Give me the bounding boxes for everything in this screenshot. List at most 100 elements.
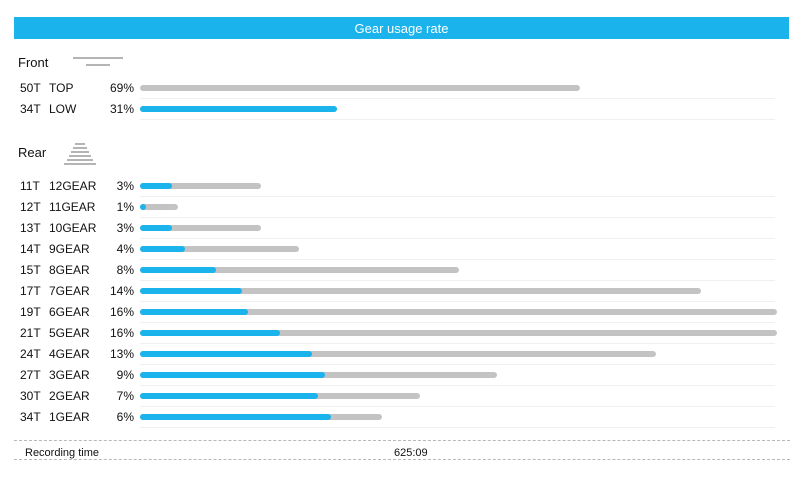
gear-name: 4GEAR bbox=[49, 347, 90, 361]
rear-gear-row: 24T 4GEAR 13% bbox=[0, 344, 800, 365]
gear-name: 10GEAR bbox=[49, 221, 97, 235]
usage-bar-track bbox=[140, 351, 656, 357]
gear-percentage: 69% bbox=[109, 81, 134, 95]
gear-percentage: 16% bbox=[109, 305, 134, 319]
gear-teeth: 27T bbox=[20, 368, 41, 382]
usage-bar-fill bbox=[140, 204, 146, 210]
row-separator bbox=[140, 301, 775, 302]
row-separator bbox=[140, 280, 775, 281]
gear-percentage: 6% bbox=[116, 410, 134, 424]
usage-bar-track bbox=[140, 204, 178, 210]
recording-time-value: 625:09 bbox=[394, 447, 428, 459]
usage-bar-fill bbox=[140, 246, 185, 252]
gear-name: 3GEAR bbox=[49, 368, 90, 382]
footer-top-divider bbox=[14, 440, 790, 441]
usage-bar-track bbox=[140, 225, 261, 231]
gear-percentage: 4% bbox=[116, 242, 134, 256]
usage-bar-fill bbox=[140, 267, 216, 273]
gear-teeth: 14T bbox=[20, 242, 41, 256]
gear-name: TOP bbox=[49, 81, 74, 95]
row-separator bbox=[140, 427, 775, 428]
gear-percentage: 9% bbox=[116, 368, 134, 382]
usage-bar-fill bbox=[140, 288, 242, 294]
usage-bar-fill bbox=[140, 225, 172, 231]
usage-bar-track bbox=[140, 246, 299, 252]
rear-gear-row: 27T 3GEAR 9% bbox=[0, 365, 800, 386]
usage-bar-fill bbox=[140, 309, 248, 315]
gear-percentage: 31% bbox=[109, 102, 134, 116]
gear-teeth: 17T bbox=[20, 284, 41, 298]
gear-teeth: 34T bbox=[20, 410, 41, 424]
gear-name: 11GEAR bbox=[49, 200, 96, 214]
rear-gear-row: 17T 7GEAR 14% bbox=[0, 281, 800, 302]
gear-teeth: 21T bbox=[20, 326, 41, 340]
rear-gear-row: 19T 6GEAR 16% bbox=[0, 302, 800, 323]
gear-percentage: 3% bbox=[116, 179, 134, 193]
title-bar: Gear usage rate bbox=[14, 17, 789, 39]
gear-name: 9GEAR bbox=[49, 242, 90, 256]
page-title: Gear usage rate bbox=[354, 20, 449, 36]
front-gear-row: 50T TOP 69% bbox=[0, 78, 800, 99]
rear-gear-row: 30T 2GEAR 7% bbox=[0, 386, 800, 407]
gear-name: 5GEAR bbox=[49, 326, 90, 340]
usage-bar-track bbox=[140, 183, 261, 189]
gear-teeth: 34T bbox=[20, 102, 41, 116]
gear-teeth: 15T bbox=[20, 263, 41, 277]
usage-bar-fill bbox=[140, 183, 172, 189]
gear-teeth: 19T bbox=[20, 305, 41, 319]
rear-gear-row: 12T 11GEAR 1% bbox=[0, 197, 800, 218]
gear-percentage: 16% bbox=[109, 326, 134, 340]
row-separator bbox=[140, 343, 775, 344]
gear-percentage: 14% bbox=[109, 284, 134, 298]
gear-percentage: 13% bbox=[109, 347, 134, 361]
row-separator bbox=[140, 217, 775, 218]
rear-gear-row: 13T 10GEAR 3% bbox=[0, 218, 800, 239]
usage-bar-fill bbox=[140, 351, 312, 357]
gear-name: 2GEAR bbox=[49, 389, 90, 403]
gear-percentage: 1% bbox=[116, 200, 134, 214]
row-separator bbox=[140, 98, 775, 99]
footer-bottom-divider bbox=[14, 459, 790, 460]
gear-teeth: 13T bbox=[20, 221, 41, 235]
row-separator bbox=[140, 259, 775, 260]
gear-teeth: 30T bbox=[20, 389, 41, 403]
front-section-label: Front bbox=[18, 55, 49, 70]
gear-name: 7GEAR bbox=[49, 284, 90, 298]
row-separator bbox=[140, 119, 775, 120]
usage-bar-track bbox=[140, 330, 777, 336]
gear-teeth: 24T bbox=[20, 347, 41, 361]
usage-bar-fill bbox=[140, 414, 331, 420]
rear-gear-row: 21T 5GEAR 16% bbox=[0, 323, 800, 344]
usage-bar-fill bbox=[140, 393, 318, 399]
usage-bar-track bbox=[140, 267, 459, 273]
recording-time-label: Recording time bbox=[25, 447, 99, 459]
usage-bar-fill bbox=[140, 106, 337, 112]
gear-teeth: 50T bbox=[20, 81, 41, 95]
gear-name: 1GEAR bbox=[49, 410, 90, 424]
usage-bar-fill bbox=[140, 372, 325, 378]
gear-percentage: 3% bbox=[116, 221, 134, 235]
gear-name: 12GEAR bbox=[49, 179, 97, 193]
gear-teeth: 12T bbox=[20, 200, 41, 214]
front-gear-row: 34T LOW 31% bbox=[0, 99, 800, 120]
gear-teeth: 11T bbox=[20, 179, 40, 193]
gear-name: 8GEAR bbox=[49, 263, 90, 277]
usage-bar-fill bbox=[140, 330, 280, 336]
usage-bar-track bbox=[140, 85, 580, 91]
gear-percentage: 7% bbox=[116, 389, 134, 403]
gear-name: LOW bbox=[49, 102, 77, 116]
row-separator bbox=[140, 322, 775, 323]
rear-gear-row: 14T 9GEAR 4% bbox=[0, 239, 800, 260]
row-separator bbox=[140, 406, 775, 407]
usage-bar-track bbox=[140, 288, 701, 294]
rear-section-label: Rear bbox=[18, 145, 47, 160]
usage-bar-track bbox=[140, 309, 777, 315]
row-separator bbox=[140, 238, 775, 239]
gear-name: 6GEAR bbox=[49, 305, 90, 319]
rear-gear-row: 34T 1GEAR 6% bbox=[0, 407, 800, 428]
row-separator bbox=[140, 364, 775, 365]
rear-gear-row: 11T 12GEAR 3% bbox=[0, 176, 800, 197]
row-separator bbox=[140, 196, 775, 197]
rear-gear-row: 15T 8GEAR 8% bbox=[0, 260, 800, 281]
gear-percentage: 8% bbox=[116, 263, 134, 277]
